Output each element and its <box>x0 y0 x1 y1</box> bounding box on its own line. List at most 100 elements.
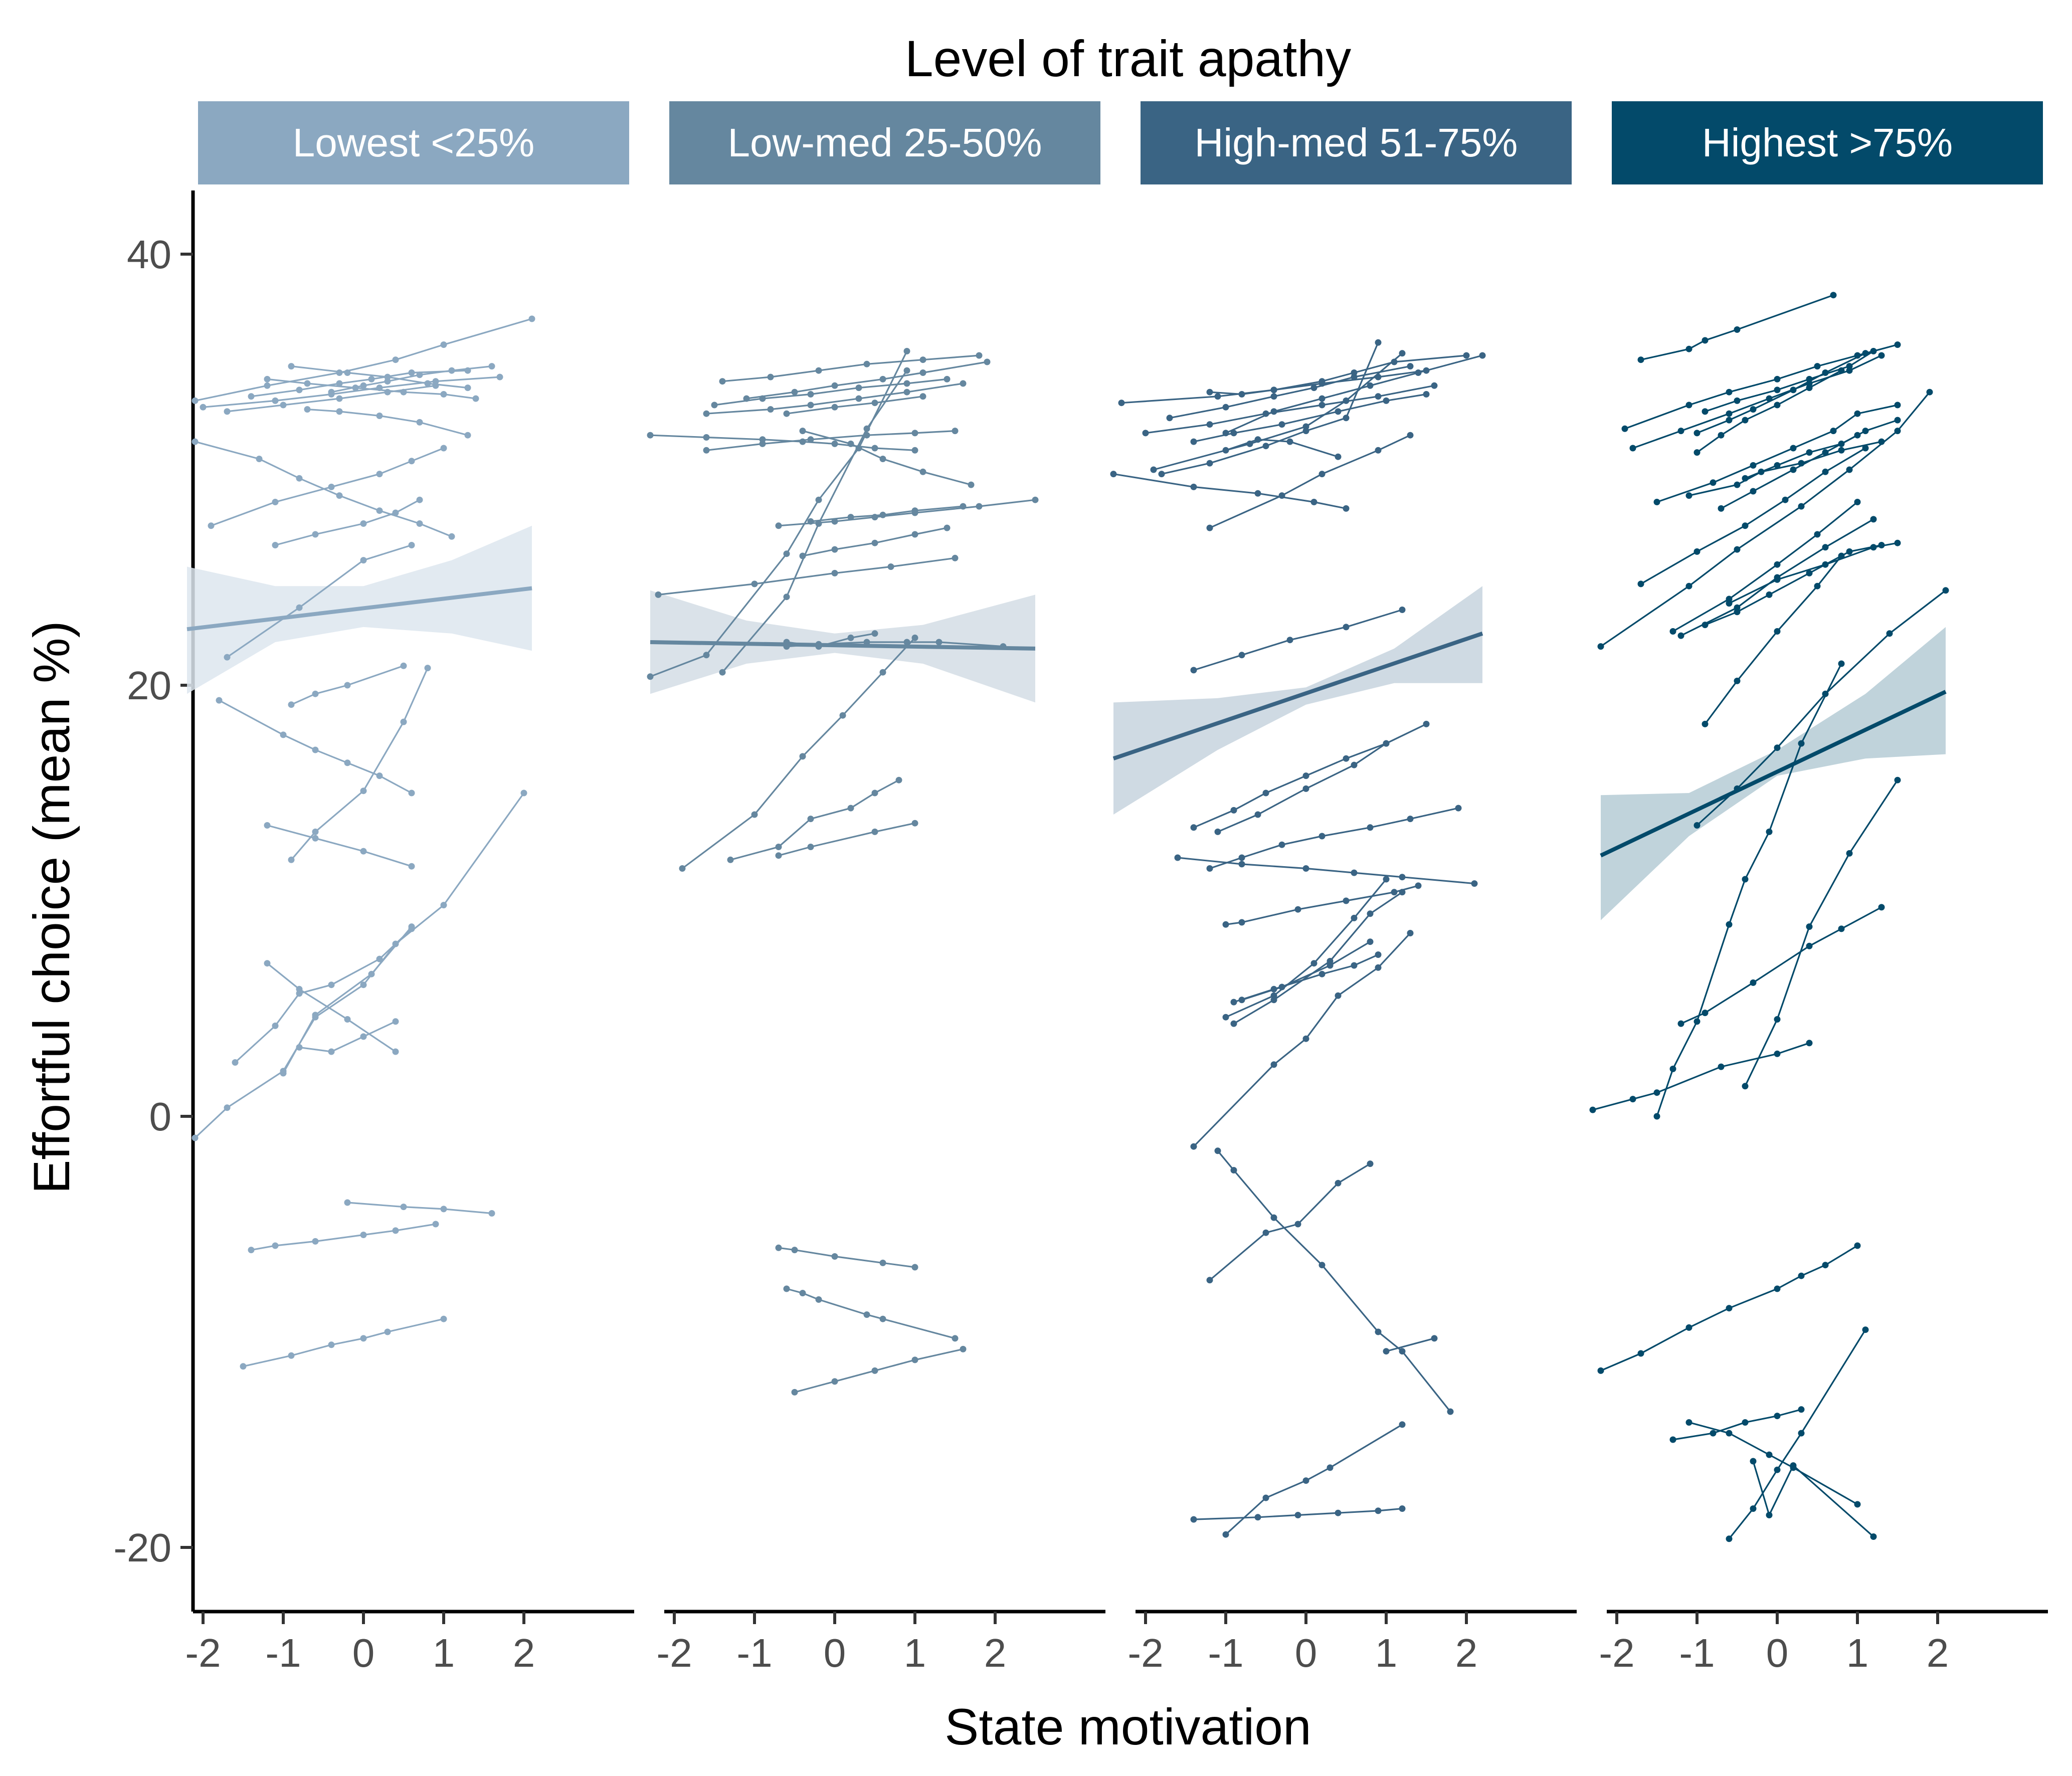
participant-point <box>1302 428 1309 435</box>
participant-point <box>272 1022 279 1029</box>
participant-point <box>1367 1160 1374 1167</box>
participant-point <box>1677 428 1684 435</box>
participant-point <box>1318 970 1326 977</box>
participant-point <box>328 391 335 398</box>
participant-point <box>1878 904 1885 911</box>
participant-point <box>1118 400 1125 407</box>
x-tick-label: 1 <box>904 1631 926 1675</box>
participant-point <box>1774 462 1781 469</box>
participant-point <box>1774 1466 1781 1473</box>
participant-point <box>647 673 654 680</box>
facet-strip <box>1610 99 2045 186</box>
participant-line <box>1193 1508 1403 1520</box>
participant-point <box>1254 1514 1261 1521</box>
participant-point <box>775 852 782 859</box>
participant-point <box>1669 628 1676 635</box>
participant-point <box>703 434 710 441</box>
participant-point <box>376 955 383 962</box>
participant-line <box>1656 663 1842 1117</box>
participant-point <box>831 440 838 447</box>
facet-strip-label: High-med 51-75% <box>1195 120 1518 165</box>
participant-point <box>1335 1509 1342 1516</box>
participant-point <box>1254 811 1261 818</box>
participant-point <box>1367 824 1374 831</box>
participant-point <box>1774 561 1781 568</box>
participant-point <box>1798 1430 1805 1437</box>
participant-point <box>1766 1451 1773 1458</box>
participant-point <box>1270 393 1277 400</box>
participant-point <box>408 863 415 870</box>
participant-point <box>336 492 343 499</box>
participant-point <box>1685 345 1692 352</box>
participant-line <box>1745 419 1898 479</box>
participant-point <box>1270 408 1277 415</box>
participant-point <box>1351 369 1358 376</box>
participant-point <box>919 356 926 363</box>
participant-point <box>1375 1328 1382 1335</box>
participant-point <box>1335 408 1342 415</box>
y-tick-label: 0 <box>149 1094 172 1139</box>
participant-point <box>1637 1350 1644 1357</box>
participant-point <box>1294 1512 1301 1518</box>
participant-point <box>1726 921 1733 928</box>
participant-line <box>1705 350 1874 413</box>
participant-point <box>1262 1494 1269 1501</box>
participant-point <box>1238 652 1245 659</box>
participant-point <box>1447 1408 1454 1415</box>
participant-point <box>1878 352 1885 359</box>
participant-point <box>400 1204 407 1211</box>
participant-point <box>1206 460 1213 467</box>
participant-point <box>903 348 910 354</box>
participant-point <box>815 520 822 527</box>
participant-point <box>1278 492 1285 499</box>
participant-point <box>288 856 295 863</box>
participant-point <box>1270 985 1277 993</box>
participant-point <box>192 1134 199 1141</box>
participant-point <box>440 902 447 909</box>
participant-point <box>1710 479 1717 486</box>
participant-point <box>1742 876 1749 883</box>
participant-point <box>1158 471 1165 478</box>
participant-point <box>496 373 503 380</box>
participant-point <box>312 531 319 538</box>
participant-point <box>1774 1050 1781 1057</box>
participant-point <box>1286 438 1293 445</box>
participant-point <box>1750 462 1757 469</box>
participant-line <box>778 499 1036 527</box>
participant-point <box>1685 492 1692 499</box>
participant-point <box>815 1296 822 1303</box>
participant-point <box>312 1012 319 1019</box>
participant-point <box>1942 587 1949 594</box>
participant-point <box>1822 449 1829 456</box>
participant-line <box>251 1223 436 1251</box>
participant-point <box>1838 440 1845 447</box>
participant-point <box>1335 453 1342 460</box>
participant-point <box>968 481 975 488</box>
participant-point <box>1270 386 1277 393</box>
group-fit-line <box>1600 690 1947 858</box>
participant-point <box>1718 432 1725 439</box>
participant-point <box>807 402 814 409</box>
participant-point <box>360 787 367 795</box>
participant-point <box>727 856 734 863</box>
participant-line <box>706 430 956 451</box>
participant-point <box>1854 410 1861 417</box>
participant-point <box>304 380 311 387</box>
participant-point <box>1693 822 1701 829</box>
x-tick-label: 2 <box>984 1631 1007 1675</box>
participant-point <box>1814 582 1821 589</box>
participant-point <box>1206 524 1213 531</box>
participant-point <box>1677 632 1684 639</box>
participant-point <box>1814 363 1821 370</box>
participant-line <box>1600 1245 1858 1371</box>
facet-panel-3: High-med 51-75% -2 -1 0 1 2 <box>1110 99 1577 1675</box>
participant-point <box>192 438 199 445</box>
participant-point <box>1294 1221 1301 1228</box>
participant-point <box>783 594 790 601</box>
participant-point <box>703 652 710 659</box>
participant-point <box>1894 402 1901 409</box>
participant-point <box>1278 421 1285 428</box>
participant-point <box>408 458 415 465</box>
participant-point <box>1798 460 1805 467</box>
participant-point <box>831 382 838 389</box>
